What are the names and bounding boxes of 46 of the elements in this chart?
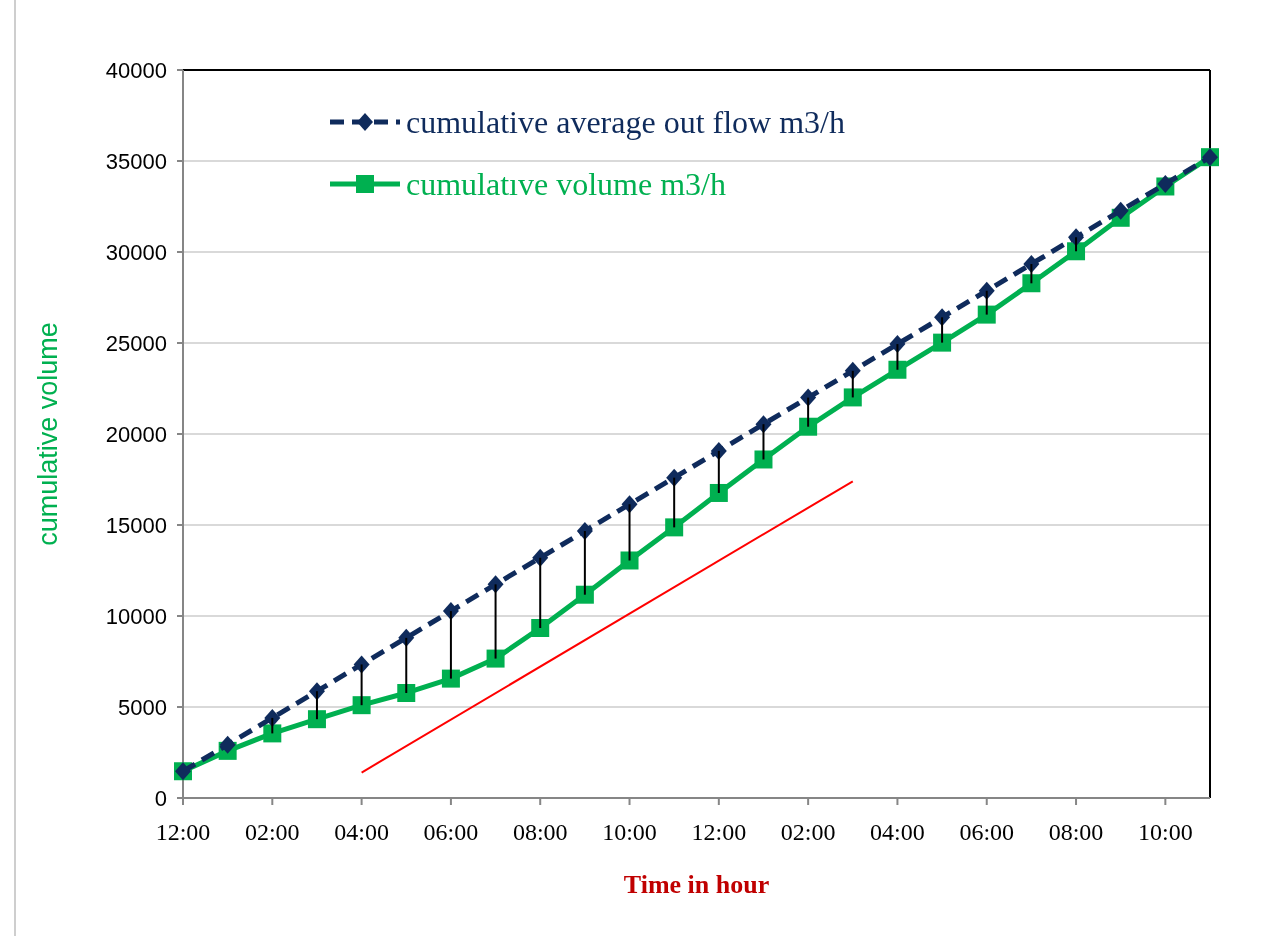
point [397, 683, 416, 702]
y-tick-label: 30000 [105, 239, 167, 265]
point [620, 551, 639, 570]
x-tick-label: 12:00 [691, 819, 747, 845]
point [888, 360, 907, 379]
x-tick-label: 06:00 [423, 819, 479, 845]
legend-label: cumulatıve volume m3/h [406, 166, 726, 203]
x-tick-label: 04:00 [334, 819, 389, 845]
point [665, 518, 684, 537]
point [933, 333, 952, 352]
y-tick-label: 40000 [105, 57, 167, 83]
x-tick-label: 08:00 [1048, 819, 1104, 845]
x-tick-label: 06:00 [959, 819, 1015, 845]
point [531, 619, 550, 638]
point [1112, 201, 1129, 220]
point [799, 417, 818, 436]
y-tick-label: 35000 [105, 148, 167, 174]
point [352, 696, 371, 715]
point [1067, 242, 1086, 261]
point [843, 388, 862, 407]
x-tick-label: 04:00 [870, 819, 925, 845]
y-tick-label: 15000 [105, 512, 167, 538]
point [441, 669, 460, 688]
point [709, 483, 728, 502]
point [1022, 274, 1041, 293]
legend-label: cumulative average out flow m3/h [406, 104, 845, 141]
x-tick-label: 08:00 [512, 819, 568, 845]
y-tick-label: 0 [154, 785, 167, 811]
point [575, 585, 594, 604]
point [219, 735, 236, 754]
x-tick-label: 10:00 [1138, 819, 1193, 845]
x-tick-label: 02:00 [780, 819, 836, 845]
x-tick-label: 10:00 [602, 819, 657, 845]
point [263, 724, 282, 743]
y-tick-label: 25000 [105, 330, 167, 356]
x-axis-title: Time in hour [623, 870, 770, 899]
y-tick-label: 5000 [118, 694, 167, 720]
x-tick-label: 02:00 [244, 819, 300, 845]
point [754, 450, 773, 469]
y-tick-label: 10000 [105, 603, 167, 629]
y-axis-title: cumulative volume [33, 322, 63, 546]
y-tick-label: 20000 [105, 421, 167, 447]
point [307, 710, 326, 729]
x-tick-label: 12:00 [155, 819, 211, 845]
point [486, 649, 505, 668]
point [977, 305, 996, 324]
